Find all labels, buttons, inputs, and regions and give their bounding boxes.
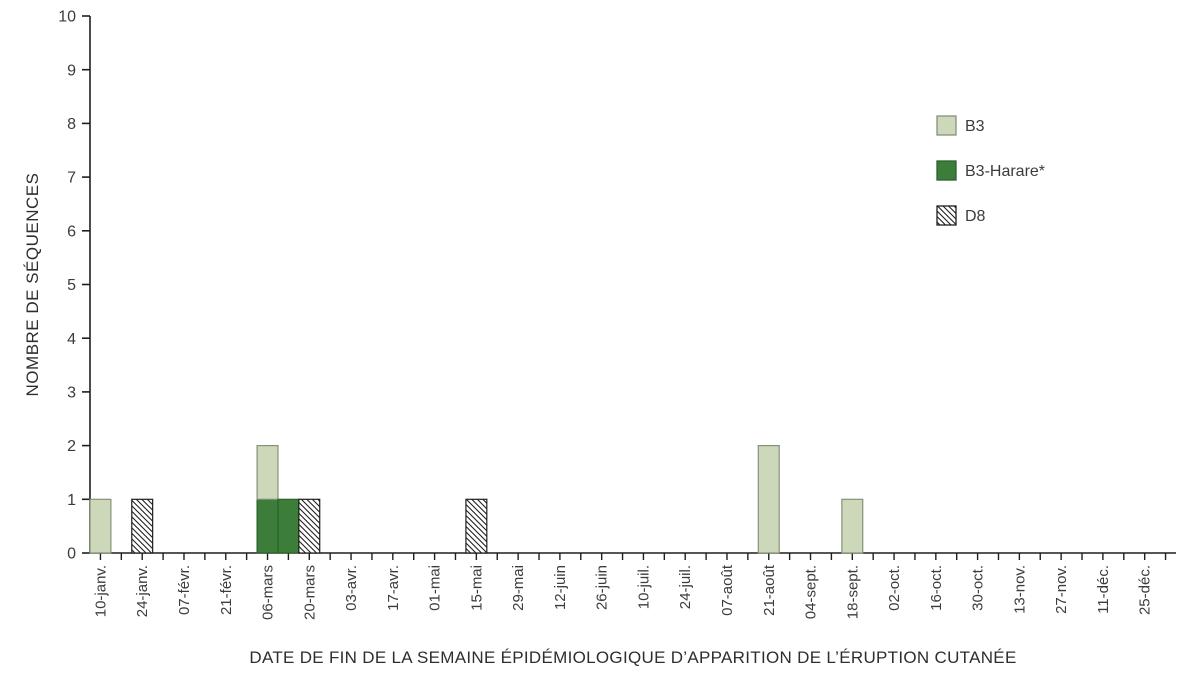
x-tick-label: 24-juil. [677,565,694,609]
x-tick-label: 21-févr. [218,565,235,615]
x-tick-label: 12-juin [552,565,569,610]
x-tick-label: 16-oct. [928,565,945,611]
legend-label: D8 [965,208,986,225]
bar-segment [256,498,279,554]
y-tick-label: 4 [67,331,76,348]
y-tick-label: 0 [67,546,76,563]
x-tick-label: 13-nov. [1011,565,1028,614]
y-tick-label: 3 [67,385,76,402]
y-tick-label: 8 [67,116,76,133]
x-tick-label: 26-juin [594,565,611,610]
x-tick-label: 11-déc. [1095,565,1112,614]
y-tick-label: 9 [67,62,76,79]
bar-segment [256,445,279,500]
x-tick-label: 04-sept. [803,565,820,619]
y-tick-label: 6 [67,223,76,240]
x-tick-label: 01-mai [427,565,444,611]
y-axis-title: NOMBRE DE SÉQUENCES [23,173,42,397]
x-tick-label: 06-mars [260,565,277,620]
y-tick-label: 2 [67,438,76,455]
x-tick-label: 27-nov. [1053,565,1070,614]
x-tick-label: 18-sept. [844,565,861,619]
x-tick-label: 03-avr. [343,565,360,611]
x-tick-label: 29-mai [510,565,527,611]
x-tick-label: 07-août [719,564,736,616]
x-tick-label: 10-juil. [635,565,652,609]
y-tick-label: 1 [67,492,76,509]
bar-segment [298,498,321,554]
x-tick-label: 20-mars [301,565,318,620]
x-tick-label: 15-mai [468,565,485,611]
bar-segment [757,445,780,554]
legend-swatch [936,115,957,136]
bar-segment [131,498,154,554]
legend-label: B3 [965,118,985,135]
x-tick-label: 17-avr. [385,565,402,611]
x-tick-label: 07-févr. [176,565,193,615]
x-tick-label: 21-août [761,564,778,616]
legend-label: B3-Harare* [965,163,1045,180]
legend-swatch [936,160,957,181]
x-tick-label: 10-janv. [92,565,109,617]
legend-swatch [936,205,957,226]
bar-segment [89,498,112,554]
bar-segment [465,498,488,554]
y-tick-label: 5 [67,277,76,294]
x-tick-label: 30-oct. [970,565,987,611]
x-tick-label: 24-janv. [134,565,151,617]
bar-segment [841,498,864,554]
y-tick-label: 10 [58,9,76,26]
x-tick-label: 25-déc. [1137,565,1154,615]
bar-segment [277,498,300,554]
x-axis-title: DATE DE FIN DE LA SEMAINE ÉPIDÉMIOLOGIQU… [249,648,1016,667]
x-tick-label: 02-oct. [886,565,903,611]
y-tick-label: 7 [67,170,76,187]
